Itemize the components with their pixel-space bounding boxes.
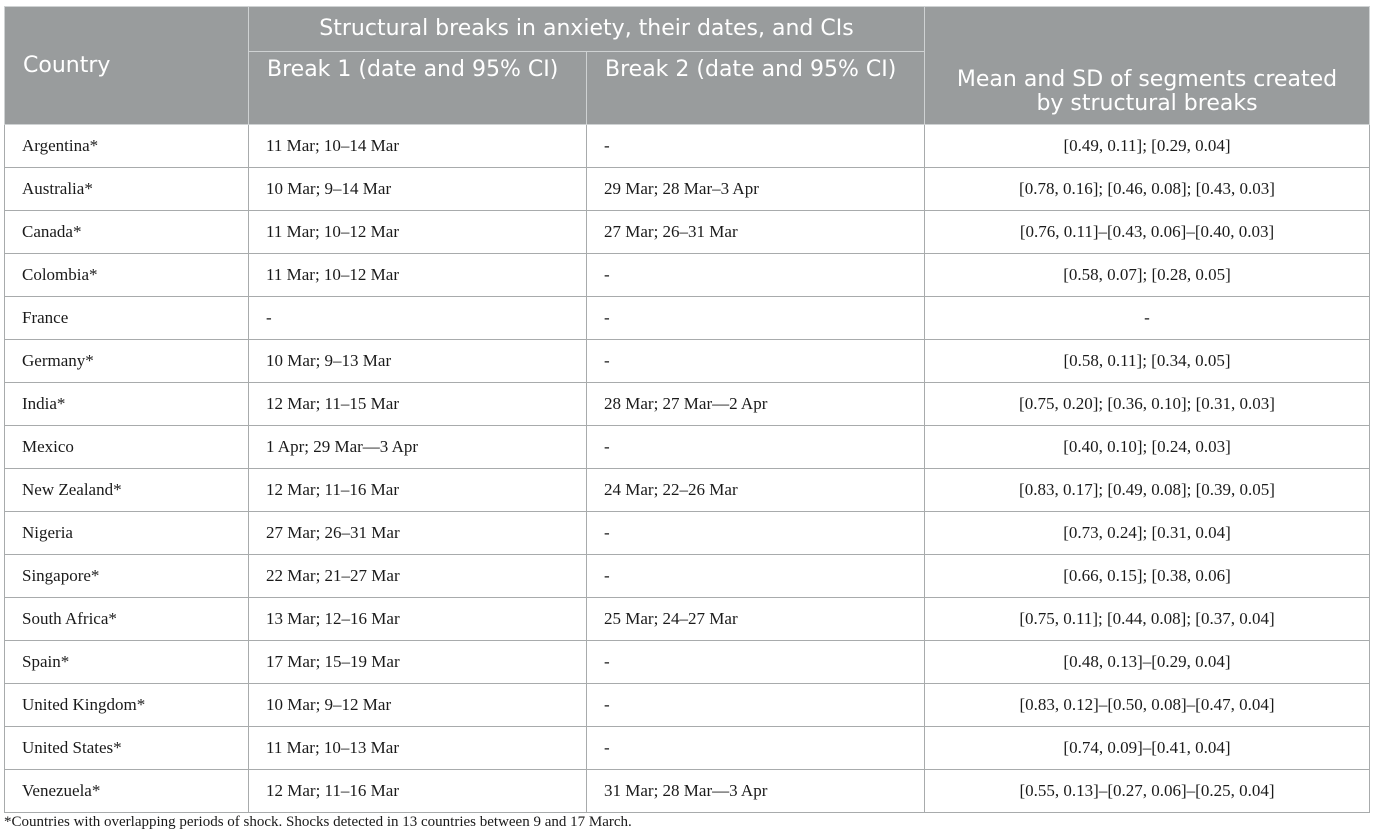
breaks-table-container: Country Structural breaks in anxiety, th… bbox=[4, 6, 1370, 813]
table-row: United States* 11 Mar; 10–13 Mar - [0.74, 0… bbox=[4, 726, 1370, 770]
structural-breaks-table: Country Structural breaks in anxiety, th… bbox=[4, 6, 1370, 813]
cell-break-1: 1 Apr; 29 Mar—3 Apr bbox=[248, 425, 587, 469]
cell-mean-sd: [0.58, 0.07]; [0.28, 0.05] bbox=[924, 253, 1370, 297]
cell-break-1: 12 Mar; 11–16 Mar bbox=[248, 468, 587, 512]
cell-break-1: 11 Mar; 10–13 Mar bbox=[248, 726, 587, 770]
table-row: Colombia* 11 Mar; 10–12 Mar - [0.58, 0.07];… bbox=[4, 253, 1370, 297]
cell-country: Canada* bbox=[4, 210, 249, 254]
table-header: Country Structural breaks in anxiety, th… bbox=[4, 6, 1370, 125]
cell-break-2: 27 Mar; 26–31 Mar bbox=[586, 210, 925, 254]
table-row: Canada* 11 Mar; 10–12 Mar 27 Mar; 26–31 Ma… bbox=[4, 210, 1370, 254]
table-row: Nigeria 27 Mar; 26–31 Mar - [0.73, 0.24]; [… bbox=[4, 511, 1370, 555]
cell-break-1: 12 Mar; 11–15 Mar bbox=[248, 382, 587, 426]
cell-break-2: 24 Mar; 22–26 Mar bbox=[586, 468, 925, 512]
cell-mean-sd: [0.48, 0.13]–[0.29, 0.04] bbox=[924, 640, 1370, 684]
table-row: Singapore* 22 Mar; 21–27 Mar - [0.66, 0.15]… bbox=[4, 554, 1370, 598]
header-break-1: Break 1 (date and 95% CI) bbox=[248, 51, 587, 125]
cell-mean-sd: [0.75, 0.11]; [0.44, 0.08]; [0.37, 0.04] bbox=[924, 597, 1370, 641]
cell-break-1: 13 Mar; 12–16 Mar bbox=[248, 597, 587, 641]
cell-country: Australia* bbox=[4, 167, 249, 211]
cell-mean-sd: [0.83, 0.17]; [0.49, 0.08]; [0.39, 0.05] bbox=[924, 468, 1370, 512]
cell-country: Germany* bbox=[4, 339, 249, 383]
table-row: Spain* 17 Mar; 15–19 Mar - [0.48, 0.13]–[0.… bbox=[4, 640, 1370, 684]
cell-break-2: 25 Mar; 24–27 Mar bbox=[586, 597, 925, 641]
cell-country: Mexico bbox=[4, 425, 249, 469]
cell-country: United Kingdom* bbox=[4, 683, 249, 727]
table-row: Australia* 10 Mar; 9–14 Mar 29 Mar; 28 Mar… bbox=[4, 167, 1370, 211]
cell-break-2: 29 Mar; 28 Mar–3 Apr bbox=[586, 167, 925, 211]
cell-break-2: - bbox=[586, 425, 925, 469]
cell-break-2: - bbox=[586, 296, 925, 340]
header-break-2: Break 2 (date and 95% CI) bbox=[586, 51, 925, 125]
cell-country: Colombia* bbox=[4, 253, 249, 297]
cell-break-1: 17 Mar; 15–19 Mar bbox=[248, 640, 587, 684]
cell-break-2: - bbox=[586, 640, 925, 684]
table-row: Argentina* 11 Mar; 10–14 Mar - [0.49, 0.11]… bbox=[4, 124, 1370, 168]
cell-break-1: 27 Mar; 26–31 Mar bbox=[248, 511, 587, 555]
cell-country: Venezuela* bbox=[4, 769, 249, 813]
cell-mean-sd: [0.78, 0.16]; [0.46, 0.08]; [0.43, 0.03] bbox=[924, 167, 1370, 211]
cell-break-1: 11 Mar; 10–12 Mar bbox=[248, 210, 587, 254]
cell-break-1: 22 Mar; 21–27 Mar bbox=[248, 554, 587, 598]
cell-country: Nigeria bbox=[4, 511, 249, 555]
cell-mean-sd: [0.83, 0.12]–[0.50, 0.08]–[0.47, 0.04] bbox=[924, 683, 1370, 727]
cell-break-2: 31 Mar; 28 Mar—3 Apr bbox=[586, 769, 925, 813]
cell-break-1: 11 Mar; 10–12 Mar bbox=[248, 253, 587, 297]
cell-mean-sd: [0.75, 0.20]; [0.36, 0.10]; [0.31, 0.03] bbox=[924, 382, 1370, 426]
cell-mean-sd: - bbox=[924, 296, 1370, 340]
cell-break-2: - bbox=[586, 726, 925, 770]
cell-mean-sd: [0.73, 0.24]; [0.31, 0.04] bbox=[924, 511, 1370, 555]
cell-country: Singapore* bbox=[4, 554, 249, 598]
cell-country: South Africa* bbox=[4, 597, 249, 641]
cell-country: France bbox=[4, 296, 249, 340]
cell-break-2: 28 Mar; 27 Mar—2 Apr bbox=[586, 382, 925, 426]
cell-country: Spain* bbox=[4, 640, 249, 684]
header-structural-breaks: Structural breaks in anxiety, their date… bbox=[248, 6, 925, 52]
table-footnote: *Countries with overlapping periods of s… bbox=[4, 814, 632, 830]
cell-country: Argentina* bbox=[4, 124, 249, 168]
cell-mean-sd: [0.49, 0.11]; [0.29, 0.04] bbox=[924, 124, 1370, 168]
cell-break-1: 11 Mar; 10–14 Mar bbox=[248, 124, 587, 168]
cell-break-2: - bbox=[586, 253, 925, 297]
cell-country: India* bbox=[4, 382, 249, 426]
cell-break-1: 12 Mar; 11–16 Mar bbox=[248, 769, 587, 813]
table-row: New Zealand* 12 Mar; 11–16 Mar 24 Mar; 22–… bbox=[4, 468, 1370, 512]
table-body: Argentina* 11 Mar; 10–14 Mar - [0.49, 0.11]… bbox=[4, 124, 1370, 813]
table-row: Mexico 1 Apr; 29 Mar—3 Apr - [0.40, 0.10]; … bbox=[4, 425, 1370, 469]
cell-break-2: - bbox=[586, 339, 925, 383]
header-country: Country bbox=[4, 6, 249, 125]
table-row: Venezuela* 12 Mar; 11–16 Mar 31 Mar; 28 Ma… bbox=[4, 769, 1370, 813]
cell-mean-sd: [0.74, 0.09]–[0.41, 0.04] bbox=[924, 726, 1370, 770]
cell-break-2: - bbox=[586, 511, 925, 555]
cell-mean-sd: [0.40, 0.10]; [0.24, 0.03] bbox=[924, 425, 1370, 469]
cell-mean-sd: [0.55, 0.13]–[0.27, 0.06]–[0.25, 0.04] bbox=[924, 769, 1370, 813]
cell-country: New Zealand* bbox=[4, 468, 249, 512]
table-row: South Africa* 13 Mar; 12–16 Mar 25 Mar; 24… bbox=[4, 597, 1370, 641]
cell-country: United States* bbox=[4, 726, 249, 770]
table-row: France - - - bbox=[4, 296, 1370, 340]
cell-break-1: 10 Mar; 9–14 Mar bbox=[248, 167, 587, 211]
table-row: Germany* 10 Mar; 9–13 Mar - [0.58, 0.11]; [… bbox=[4, 339, 1370, 383]
cell-break-2: - bbox=[586, 124, 925, 168]
cell-break-1: 10 Mar; 9–12 Mar bbox=[248, 683, 587, 727]
table-row: United Kingdom* 10 Mar; 9–12 Mar - [0.83, 0… bbox=[4, 683, 1370, 727]
cell-mean-sd: [0.66, 0.15]; [0.38, 0.06] bbox=[924, 554, 1370, 598]
cell-break-2: - bbox=[586, 554, 925, 598]
cell-break-2: - bbox=[586, 683, 925, 727]
header-mean-sd: Mean and SD of segments created by struc… bbox=[924, 6, 1370, 125]
cell-break-1: - bbox=[248, 296, 587, 340]
cell-mean-sd: [0.76, 0.11]–[0.43, 0.06]–[0.40, 0.03] bbox=[924, 210, 1370, 254]
cell-mean-sd: [0.58, 0.11]; [0.34, 0.05] bbox=[924, 339, 1370, 383]
table-row: India* 12 Mar; 11–15 Mar 28 Mar; 27 Mar—2 … bbox=[4, 382, 1370, 426]
cell-break-1: 10 Mar; 9–13 Mar bbox=[248, 339, 587, 383]
